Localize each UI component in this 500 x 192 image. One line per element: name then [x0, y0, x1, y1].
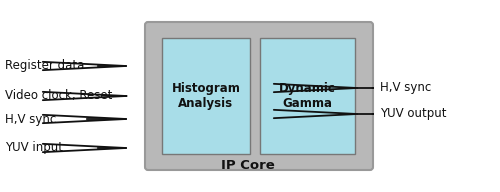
- Text: H,V sync: H,V sync: [5, 113, 56, 126]
- Text: Video clock, Reset: Video clock, Reset: [5, 89, 112, 103]
- Text: H,V sync: H,V sync: [380, 81, 431, 94]
- Text: Histogram
Analysis: Histogram Analysis: [172, 82, 240, 110]
- Text: Register data: Register data: [5, 60, 84, 73]
- FancyBboxPatch shape: [145, 22, 373, 170]
- Bar: [260, 38, 355, 154]
- Text: IP Core: IP Core: [221, 159, 275, 172]
- Text: YUV input: YUV input: [5, 142, 63, 155]
- Bar: [162, 38, 250, 154]
- Text: YUV output: YUV output: [380, 108, 446, 121]
- Text: Dynamic
Gamma: Dynamic Gamma: [278, 82, 336, 110]
